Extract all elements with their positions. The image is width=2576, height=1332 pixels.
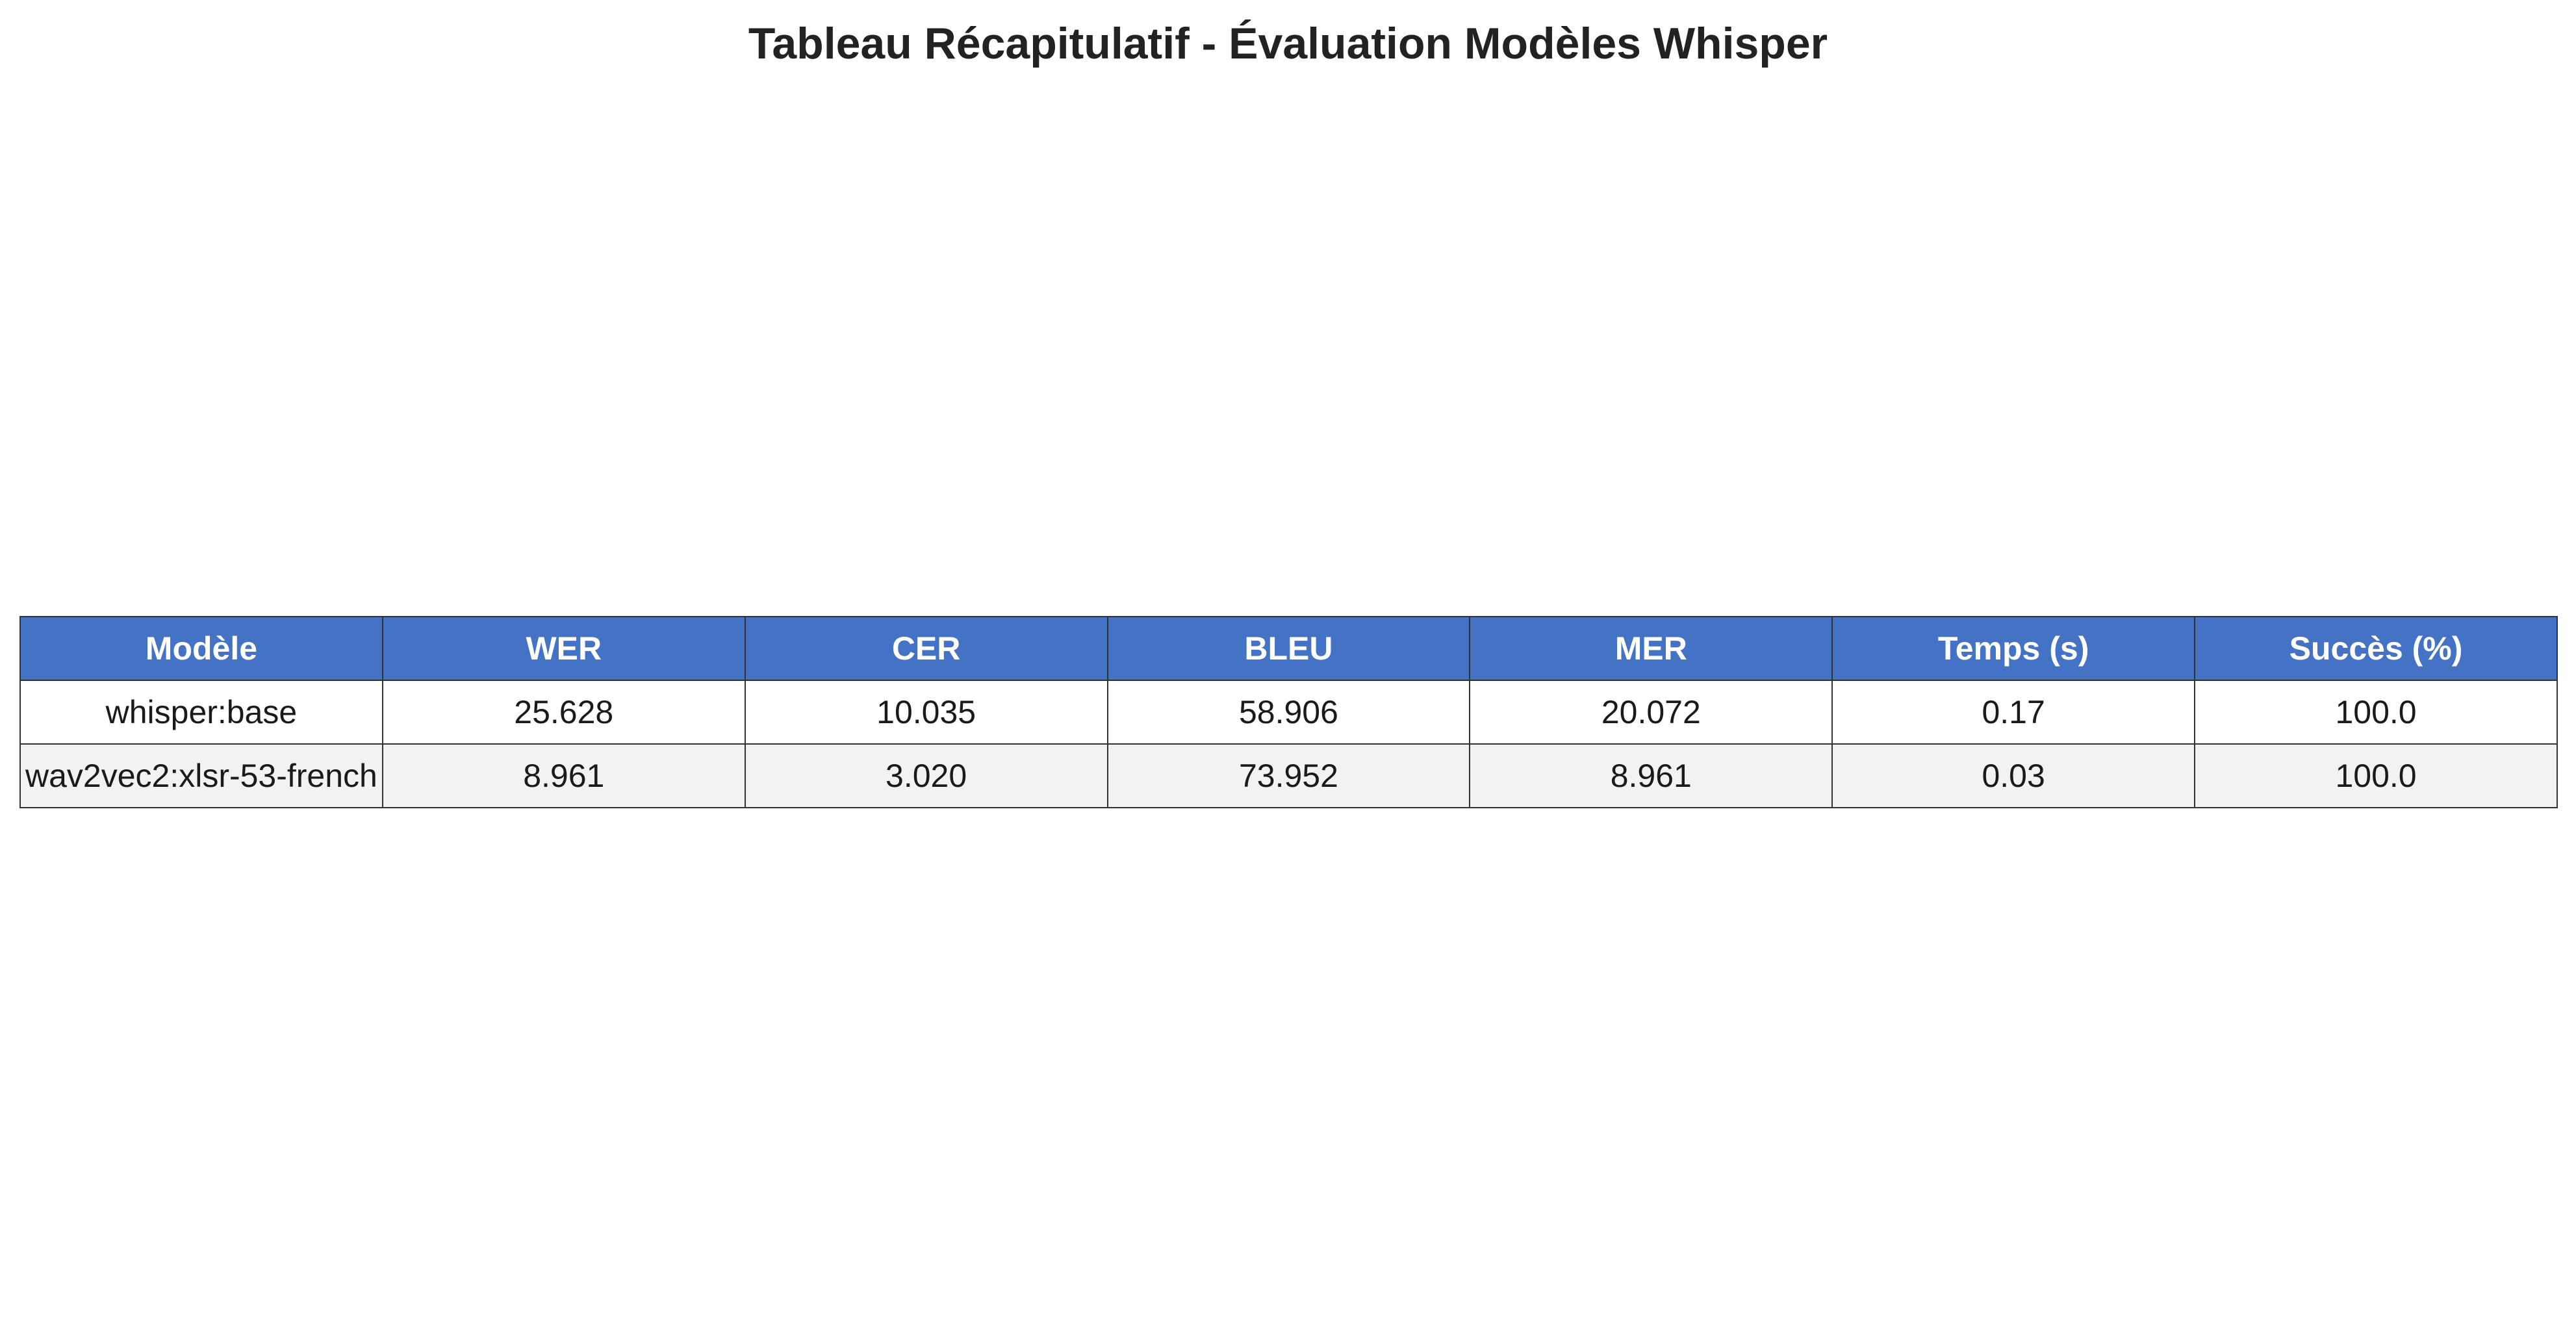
cell-model: wav2vec2:xlsr-53-french bbox=[19, 743, 383, 808]
column-header-success: Succès (%) bbox=[2194, 616, 2558, 681]
cell-cer: 10.035 bbox=[744, 680, 1108, 745]
cell-mer: 20.072 bbox=[1469, 680, 1833, 745]
table-header-row: Modèle WER CER BLEU MER Temps (s) Succès… bbox=[19, 616, 2558, 681]
cell-success: 100.0 bbox=[2194, 743, 2558, 808]
column-header-bleu: BLEU bbox=[1106, 616, 1471, 681]
cell-time: 0.17 bbox=[1831, 680, 2196, 745]
cell-time: 0.03 bbox=[1831, 743, 2196, 808]
cell-model: whisper:base bbox=[19, 680, 383, 745]
table-row: whisper:base 25.628 10.035 58.906 20.072… bbox=[19, 680, 2558, 745]
column-header-cer: CER bbox=[744, 616, 1108, 681]
cell-cer: 3.020 bbox=[744, 743, 1108, 808]
chart-title: Tableau Récapitulatif - Évaluation Modèl… bbox=[748, 19, 1828, 68]
cell-success: 100.0 bbox=[2194, 680, 2558, 745]
column-header-time: Temps (s) bbox=[1831, 616, 2196, 681]
summary-table: Modèle WER CER BLEU MER Temps (s) Succès… bbox=[19, 616, 2558, 808]
column-header-model: Modèle bbox=[19, 616, 383, 681]
cell-wer: 8.961 bbox=[381, 743, 746, 808]
cell-mer: 8.961 bbox=[1469, 743, 1833, 808]
cell-bleu: 58.906 bbox=[1106, 680, 1471, 745]
cell-bleu: 73.952 bbox=[1106, 743, 1471, 808]
column-header-wer: WER bbox=[381, 616, 746, 681]
column-header-mer: MER bbox=[1469, 616, 1833, 681]
cell-wer: 25.628 bbox=[381, 680, 746, 745]
table-row: wav2vec2:xlsr-53-french 8.961 3.020 73.9… bbox=[19, 743, 2558, 808]
